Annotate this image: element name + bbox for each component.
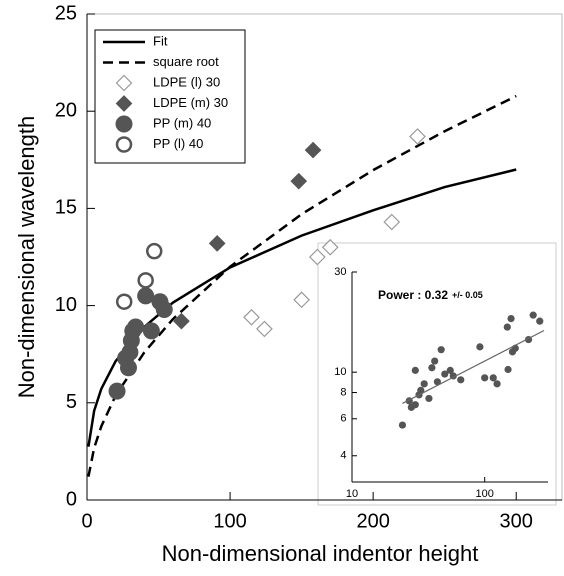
y-tick-label: 6 [340, 413, 346, 425]
diamond-marker [243, 308, 260, 326]
x-tick-label: 100 [213, 510, 246, 532]
annotation-small: +/- 0.05 [452, 290, 483, 300]
diamond-marker [321, 238, 339, 256]
y-tick-label: 4 [340, 450, 346, 462]
diamond-marker [208, 235, 226, 252]
fit-line [87, 168, 517, 447]
diamond-marker [383, 213, 401, 231]
y-tick-label: 5 [66, 391, 77, 413]
diamond-marker [256, 320, 273, 338]
dot-marker [481, 374, 489, 382]
circle-marker [115, 115, 133, 133]
dot-marker [411, 366, 419, 374]
x-axis-label: Non-dimensional indentor height [162, 541, 479, 566]
circle-marker [145, 242, 163, 260]
dot-marker [428, 364, 436, 372]
diamond-marker [290, 172, 308, 190]
circle-marker [137, 287, 155, 305]
y-axis-label: Non-dimensional wavelength [14, 116, 39, 399]
y-tick-label: 10 [334, 366, 346, 378]
dot-marker [417, 386, 425, 394]
legend-label: PP (m) 40 [153, 115, 211, 130]
dot-marker [536, 317, 544, 325]
dot-marker [441, 370, 449, 378]
dot-marker [437, 346, 445, 354]
circle-marker [127, 318, 145, 336]
y-tick-label: 0 [66, 488, 77, 510]
circle-marker [115, 136, 133, 153]
legend-label: LDPE (l) 30 [153, 74, 220, 89]
dot-marker [504, 365, 512, 374]
dot-marker [503, 323, 511, 331]
dot-marker [411, 401, 419, 409]
x-tick-label: 200 [356, 510, 389, 532]
fit-line [87, 94, 517, 477]
inset-frame [317, 242, 557, 506]
dot-marker [489, 374, 497, 382]
diamond-marker [173, 312, 190, 330]
diamond-marker [308, 248, 326, 266]
dot-marker [507, 314, 515, 323]
diamond-marker [115, 74, 133, 92]
diamond-marker [293, 291, 310, 309]
dot-marker [457, 376, 465, 384]
circle-marker [137, 272, 154, 289]
y-tick-label: 30 [334, 266, 346, 278]
dot-marker [433, 378, 441, 386]
circle-marker [155, 300, 173, 318]
dot-marker [431, 357, 439, 365]
annotation-main: Power : 0.32 [378, 288, 448, 302]
legend-label: square root [153, 54, 219, 69]
diamond-marker [304, 141, 322, 159]
circle-marker [142, 322, 160, 340]
annotation: Power : 0.32 +/- 0.05 [378, 288, 483, 302]
circle-marker [119, 359, 137, 377]
dot-marker [529, 311, 537, 319]
diamond-marker [409, 128, 426, 145]
dot-marker [446, 366, 454, 374]
y-tick-label: 15 [55, 197, 77, 219]
dot-marker [420, 380, 428, 388]
x-tick-label: 300 [500, 510, 533, 532]
dot-marker [493, 380, 501, 388]
circle-marker [108, 382, 126, 400]
x-tick-label: 0 [81, 510, 92, 532]
x-tick-label: 10 [346, 488, 358, 500]
dot-marker [398, 421, 407, 429]
y-tick-label: 8 [340, 386, 346, 398]
y-tick-label: 25 [55, 2, 77, 24]
circle-marker [115, 293, 133, 310]
x-tick-label: 100 [476, 488, 494, 500]
diamond-marker [115, 95, 133, 112]
y-tick-label: 20 [55, 99, 77, 121]
legend-label: PP (l) 40 [153, 136, 203, 151]
y-tick-label: 10 [55, 294, 77, 316]
legend-label: LDPE (m) 30 [153, 95, 228, 110]
dot-marker [476, 343, 484, 351]
fit-line [402, 329, 545, 404]
dot-marker [425, 394, 433, 403]
legend-label: Fit [153, 33, 168, 48]
